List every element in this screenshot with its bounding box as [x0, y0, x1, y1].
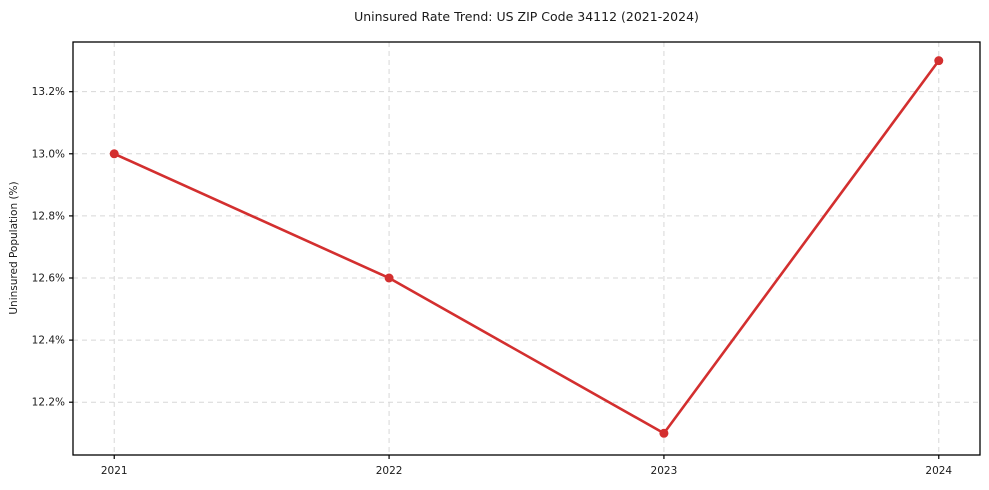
- data-point: [384, 273, 394, 283]
- data-markers: [109, 56, 944, 438]
- data-point: [659, 428, 669, 438]
- gridlines: [73, 42, 980, 455]
- y-tick-label: 12.6%: [32, 273, 65, 285]
- y-tick-label: 13.0%: [32, 148, 65, 160]
- plot-border: [72, 41, 981, 456]
- data-line: [112, 59, 941, 435]
- x-tick-label: 2022: [376, 465, 403, 477]
- y-tick-label: 13.2%: [32, 86, 65, 98]
- series-line: [112, 59, 941, 435]
- x-tick-label: 2024: [925, 465, 952, 477]
- chart-title: Uninsured Rate Trend: US ZIP Code 34112 …: [354, 9, 699, 24]
- y-tick-label: 12.8%: [32, 210, 65, 222]
- plot-border-rect: [72, 41, 981, 456]
- y-tick-labels: 12.2% 12.4% 12.6% 12.8% 13.0% 13.2%: [32, 86, 65, 409]
- x-tick-label: 2021: [101, 465, 128, 477]
- tick-marks: [69, 91, 940, 459]
- x-tick-labels: 2021 2022 2023 2024: [101, 465, 953, 477]
- y-tick-label: 12.4%: [32, 335, 65, 347]
- y-tick-label: 12.2%: [32, 397, 65, 409]
- data-point: [109, 149, 119, 159]
- data-point: [934, 56, 944, 66]
- x-tick-label: 2023: [651, 465, 678, 477]
